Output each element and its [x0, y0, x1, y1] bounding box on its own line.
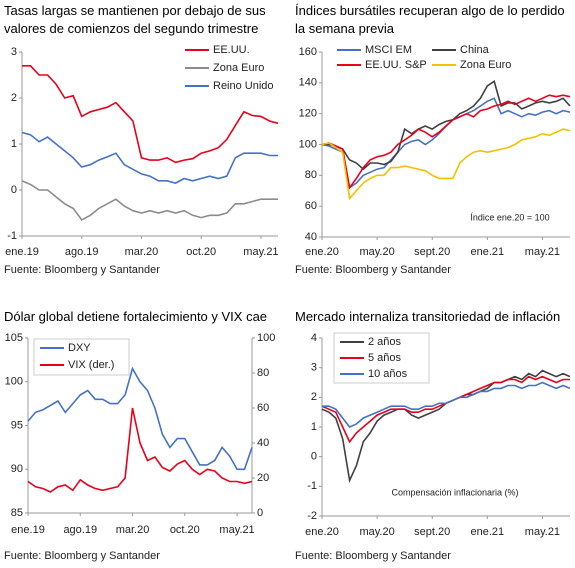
y2-tick-label: 60 [257, 402, 269, 414]
chart-title: Mercado internaliza transitoriedad de in… [295, 309, 561, 324]
annotation: Compensación inflacionaria (%) [391, 487, 518, 497]
y-tick-label: 140 [299, 77, 317, 89]
y-tick-label: 2 [11, 92, 17, 104]
series-line [321, 128, 571, 201]
source: Fuente: Bloomberg y Santander [4, 550, 160, 562]
y2-tick-label: 0 [257, 507, 263, 519]
x-tick-label: ene.21 [471, 246, 505, 258]
series-line [322, 381, 571, 428]
y-tick-label: 95 [11, 419, 23, 431]
y-tick-label: -1 [7, 230, 17, 242]
x-tick-label: sept.20 [414, 246, 450, 258]
x-tick-label: may.21 [525, 526, 560, 538]
x-tick-label: mar.20 [116, 524, 150, 536]
x-tick-label: oct.20 [170, 524, 200, 536]
y-tick-label: 40 [305, 231, 317, 243]
x-tick-label: ene.21 [471, 526, 505, 538]
series-line [321, 375, 570, 444]
y-tick-label: 1 [11, 138, 17, 150]
legend-label: 2 años [368, 336, 402, 348]
y-tick-label: 3 [311, 362, 317, 374]
legend-label: MSCI EM [365, 44, 412, 56]
series-line [21, 131, 278, 184]
y2-tick-label: 20 [257, 472, 269, 484]
legend-label: EE.UU. [213, 44, 250, 56]
series-line [322, 80, 571, 171]
chart-title: Índices bursátiles recuperan algo de lo … [295, 3, 565, 36]
y2-tick-label: 80 [257, 367, 269, 379]
x-tick-label: ene.20 [305, 246, 339, 258]
x-tick-label: ago.19 [65, 246, 99, 258]
legend-label: VIX (der.) [68, 359, 114, 371]
y-tick-label: 160 [299, 46, 317, 58]
series-line [27, 407, 253, 493]
series-line [27, 366, 253, 471]
y-tick-label: 0 [311, 451, 317, 463]
legend-label: Zona Euro [460, 59, 511, 71]
x-tick-label: ene.19 [5, 246, 39, 258]
series-line [321, 94, 571, 190]
legend-label: China [460, 44, 490, 56]
source: Fuente: Bloomberg y Santander [295, 550, 451, 562]
annotation: Índice ene.20 = 100 [470, 212, 549, 222]
y-tick-label: 85 [11, 507, 23, 519]
legend-box [33, 338, 130, 376]
y-tick-label: 0 [11, 184, 17, 196]
x-tick-label: oct.20 [186, 246, 216, 258]
x-tick-label: sept.20 [414, 526, 450, 538]
y-tick-label: 1 [311, 421, 317, 433]
y-tick-label: 100 [5, 376, 23, 388]
x-tick-label: mar.20 [125, 246, 159, 258]
y-tick-label: 105 [5, 332, 23, 344]
legend-label: EE.UU. S&P [365, 59, 427, 71]
x-tick-label: ago.19 [63, 524, 97, 536]
legend-label: DXY [68, 342, 91, 354]
legend-label: Zona Euro [213, 62, 264, 74]
series-line [21, 180, 278, 221]
chart-title: Dólar global detiene fortalecimiento y V… [4, 309, 268, 324]
y-tick-label: 4 [311, 332, 317, 344]
y-tick-label: -1 [307, 480, 317, 492]
y-tick-label: -2 [307, 510, 317, 522]
y2-tick-label: 40 [257, 437, 269, 449]
y2-tick-label: 100 [257, 332, 275, 344]
legend-label: 10 años [368, 368, 408, 380]
y-tick-label: 2 [311, 391, 317, 403]
chart-title: Tasas largas se mantienen por debajo de … [4, 3, 266, 36]
source: Fuente: Bloomberg y Santander [4, 264, 160, 276]
x-tick-label: may.21 [243, 246, 278, 258]
y-tick-label: 60 [305, 200, 317, 212]
source: Fuente: Bloomberg y Santander [295, 264, 451, 276]
y-tick-label: 120 [299, 108, 317, 120]
x-tick-label: may.20 [359, 526, 394, 538]
y-tick-label: 80 [305, 169, 317, 181]
x-tick-label: ene.19 [11, 524, 45, 536]
x-tick-label: may.21 [525, 246, 560, 258]
legend-label: Reino Unido [213, 80, 274, 92]
x-tick-label: may.20 [359, 246, 394, 258]
x-tick-label: ene.20 [305, 526, 339, 538]
x-tick-label: may.21 [219, 524, 254, 536]
y-tick-label: 90 [11, 463, 23, 475]
y-tick-label: 100 [299, 138, 317, 150]
legend-label: 5 años [368, 352, 402, 364]
series-line [321, 369, 571, 484]
y-tick-label: 3 [11, 46, 17, 58]
series-line [22, 65, 279, 164]
